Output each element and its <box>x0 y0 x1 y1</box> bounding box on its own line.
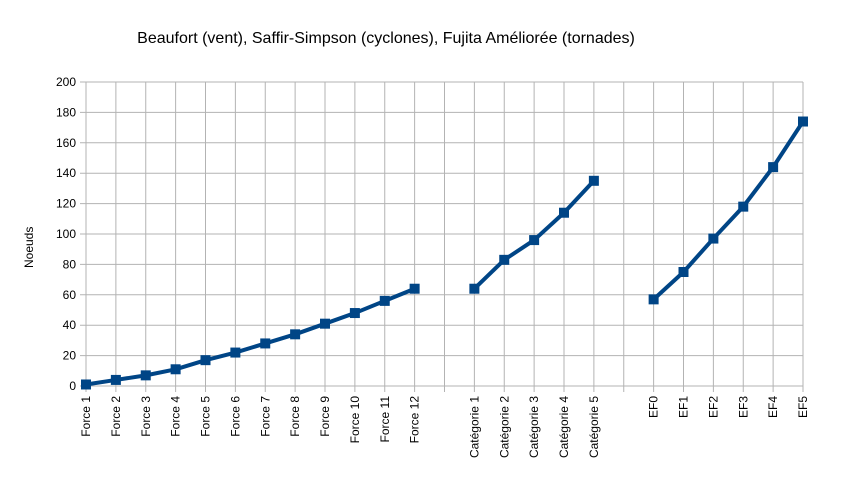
y-tick-label: 80 <box>63 257 77 271</box>
x-tick-label: Catégorie 3 <box>527 396 541 458</box>
x-tick-label: Force 7 <box>258 396 272 437</box>
data-point <box>110 374 121 385</box>
x-tick-label: Force 3 <box>139 396 153 437</box>
data-point <box>738 201 749 212</box>
data-point <box>768 162 779 173</box>
x-tick-label: Catégorie 5 <box>587 396 601 458</box>
x-tick-label: Force 4 <box>169 396 183 437</box>
data-point <box>170 364 181 375</box>
data-point <box>559 207 569 218</box>
y-tick-label: 100 <box>56 227 76 241</box>
x-tick-label: Catégorie 1 <box>467 396 481 458</box>
y-tick-label: 40 <box>63 318 77 332</box>
x-tick-label: Force 11 <box>378 396 392 443</box>
x-tick-label: Catégorie 2 <box>497 396 511 458</box>
data-point <box>260 338 271 349</box>
x-tick-label: Force 2 <box>109 396 123 437</box>
data-point <box>320 318 330 329</box>
data-point <box>798 116 808 127</box>
x-tick-label: Force 6 <box>228 396 242 437</box>
x-tick-label: Force 1 <box>79 396 93 437</box>
x-tick-label: EF0 <box>647 396 661 418</box>
series-line <box>652 120 805 301</box>
x-tick-labels: Force 1 Force 2 Force 3 Force 4 Force 5 Force… <box>79 396 810 458</box>
y-tick-label: 180 <box>56 105 76 119</box>
x-tick-label: EF1 <box>677 396 691 418</box>
data-point <box>678 267 689 277</box>
y-tick-label: 0 <box>69 379 76 393</box>
data-point <box>409 283 420 294</box>
y-tick-label: 160 <box>56 136 76 150</box>
y-tick-label: 60 <box>63 288 77 302</box>
y-tick-labels: 0 20 40 60 80 100 120 140 160 180 200 <box>56 75 76 393</box>
data-point <box>230 347 241 358</box>
data-point <box>290 329 301 340</box>
chart-title: Beaufort (vent), Saffir-Simpson (cyclone… <box>137 30 635 47</box>
data-point <box>349 308 360 319</box>
x-tick-label: EF2 <box>706 396 720 418</box>
x-tick-label: Force 5 <box>199 396 213 437</box>
data-point <box>708 233 719 244</box>
series-line <box>85 286 416 387</box>
data-point <box>379 295 390 306</box>
y-tick-label: 20 <box>63 349 77 363</box>
x-tick-label: Force 12 <box>408 396 422 444</box>
y-tick-label: 140 <box>56 166 76 180</box>
data-point <box>529 235 540 246</box>
y-tick-label: 120 <box>56 197 76 211</box>
x-tick-label: Catégorie 4 <box>557 396 571 458</box>
x-tick-label: EF4 <box>766 396 780 418</box>
x-tick-label: Force 8 <box>288 396 302 437</box>
x-tick-label: Force 10 <box>348 396 362 444</box>
data-point <box>81 379 91 390</box>
x-tick-label: EF5 <box>796 396 810 418</box>
x-tick-label: EF3 <box>736 396 750 418</box>
data-point <box>140 370 151 381</box>
data-point <box>469 283 480 294</box>
data-point <box>499 254 510 265</box>
grid-lines <box>80 81 804 392</box>
data-point <box>200 355 211 366</box>
series-points <box>81 116 808 390</box>
data-point <box>588 175 599 186</box>
data-point <box>648 294 659 305</box>
x-tick-label: Force 9 <box>318 396 332 437</box>
y-tick-label: 200 <box>56 75 76 89</box>
